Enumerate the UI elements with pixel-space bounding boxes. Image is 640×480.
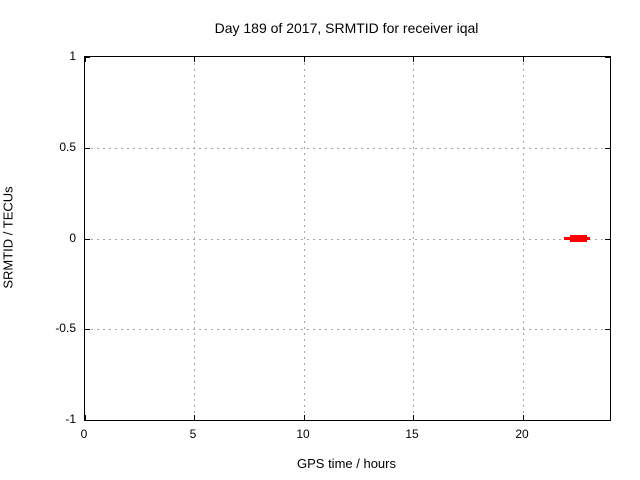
x-gridline [194, 57, 195, 420]
x-tick-mark-top [523, 57, 524, 62]
x-tick-mark-bottom [413, 415, 414, 420]
x-tick-label: 10 [296, 427, 310, 441]
y-tick-label: -0.5 [55, 321, 76, 335]
x-tick-label: 20 [515, 427, 529, 441]
y-gridline [85, 148, 610, 149]
plot-area [84, 56, 611, 421]
x-tick-mark-top [85, 57, 86, 62]
y-tick-label: 1 [69, 49, 76, 63]
y-tick-mark-right [605, 329, 610, 330]
y-tick-label: 0.5 [59, 140, 76, 154]
y-tick-label: 0 [69, 231, 76, 245]
x-tick-label: 5 [189, 427, 197, 441]
y-gridline [85, 239, 610, 240]
y-tick-mark-right [605, 239, 610, 240]
x-tick-mark-bottom [194, 415, 195, 420]
y-tick-label: -1 [65, 412, 76, 426]
x-tick-mark-top [304, 57, 305, 62]
x-tick-mark-bottom [304, 415, 305, 420]
x-tick-label: 0 [80, 427, 88, 441]
y-tick-mark-right [605, 148, 610, 149]
y-tick-mark-right [605, 420, 610, 421]
x-gridline [523, 57, 524, 420]
y-tick-mark-right [605, 57, 610, 58]
y-tick-mark-left [85, 239, 90, 240]
x-tick-mark-bottom [85, 415, 86, 420]
x-tick-mark-bottom [523, 415, 524, 420]
y-gridline [85, 329, 610, 330]
x-tick-label: 15 [405, 427, 419, 441]
y-tick-mark-left [85, 420, 90, 421]
x-tick-mark-top [413, 57, 414, 62]
x-gridline [413, 57, 414, 420]
data-point-cluster-core [569, 235, 588, 242]
x-gridline [304, 57, 305, 420]
x-tick-mark-top [194, 57, 195, 62]
y-tick-mark-left [85, 57, 90, 58]
chart-title: Day 189 of 2017, SRMTID for receiver iqa… [214, 20, 479, 36]
y-tick-mark-left [85, 329, 90, 330]
y-tick-mark-left [85, 148, 90, 149]
x-axis-label: GPS time / hours [297, 456, 396, 471]
